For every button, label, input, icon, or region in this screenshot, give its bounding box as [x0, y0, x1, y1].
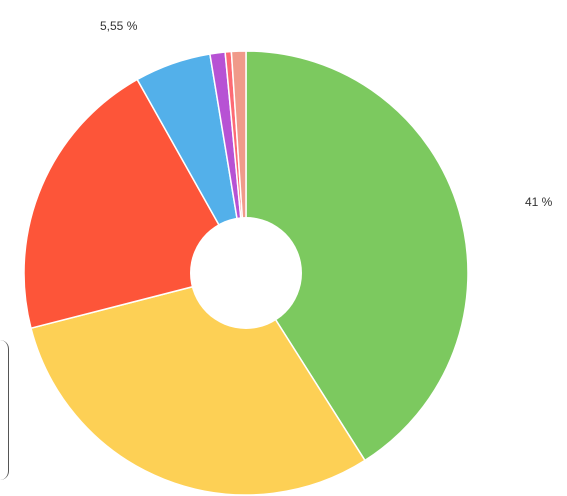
cropped-edge-artifact	[0, 340, 9, 480]
slice-label-1: 41 %	[525, 195, 553, 209]
donut-hole	[190, 217, 302, 329]
pie-slice-2[interactable]	[30, 272, 366, 496]
slice-label-4: 5,55 %	[100, 19, 138, 33]
pie-slice-1[interactable]	[245, 50, 469, 462]
data-labels: 41 % 5,55 %	[100, 19, 553, 209]
